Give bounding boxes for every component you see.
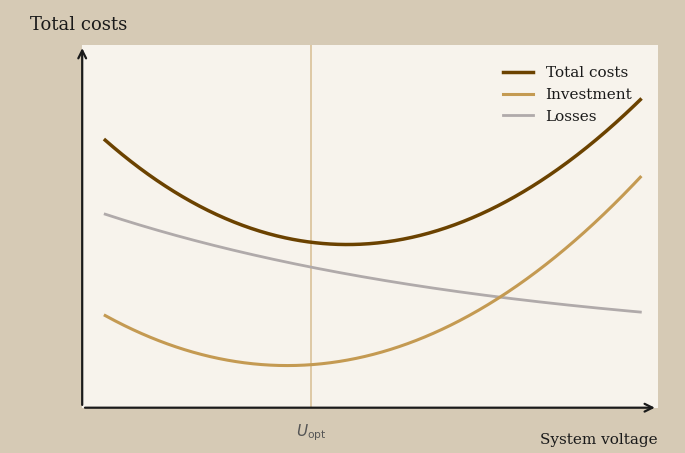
Legend: Total costs, Investment, Losses: Total costs, Investment, Losses — [497, 60, 638, 130]
Text: Total costs: Total costs — [30, 16, 127, 34]
Text: System voltage: System voltage — [540, 433, 658, 447]
Text: $U_{\rm opt}$: $U_{\rm opt}$ — [296, 422, 327, 443]
